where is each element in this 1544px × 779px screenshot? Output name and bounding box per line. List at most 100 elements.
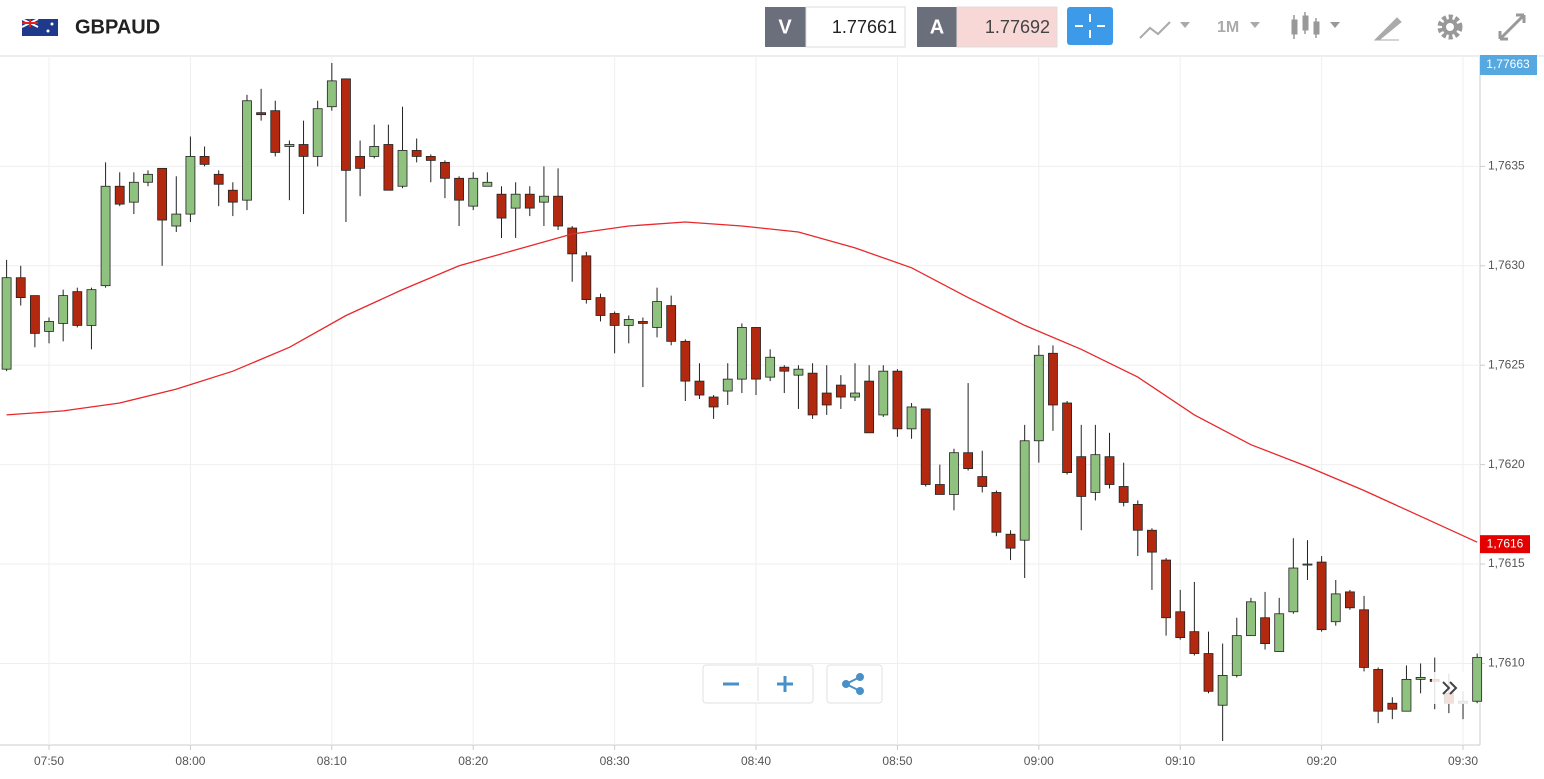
candle-body bbox=[355, 156, 366, 169]
candle-body bbox=[864, 380, 875, 434]
candle-body bbox=[1345, 591, 1355, 609]
ma-price-label: 1,7616 bbox=[1487, 536, 1524, 550]
candle-body bbox=[1415, 676, 1426, 680]
candle-body bbox=[1387, 702, 1398, 710]
candle-body bbox=[1175, 611, 1186, 639]
share-button[interactable] bbox=[842, 673, 864, 695]
x-tick-label: 08:10 bbox=[317, 754, 347, 768]
candle-body bbox=[581, 255, 592, 300]
candle-body bbox=[1217, 675, 1228, 706]
candle-body bbox=[1019, 440, 1030, 541]
settings-button[interactable] bbox=[1437, 14, 1463, 40]
candle-body bbox=[326, 80, 337, 108]
chart-type-button[interactable] bbox=[1139, 21, 1190, 39]
candle-body bbox=[58, 295, 69, 324]
zoom-in[interactable] bbox=[777, 676, 793, 692]
candle-body bbox=[1472, 657, 1483, 702]
ask-button[interactable] bbox=[917, 7, 957, 47]
candle-body bbox=[680, 340, 691, 382]
crosshair-button[interactable] bbox=[1067, 7, 1113, 45]
candle-body bbox=[1401, 678, 1412, 712]
last-price-label: 1,77663 bbox=[1486, 57, 1530, 71]
timeframe[interactable]: 1M bbox=[1217, 19, 1239, 36]
candle-body bbox=[29, 295, 40, 334]
ask-box bbox=[956, 6, 1058, 48]
candle-body bbox=[934, 484, 945, 495]
drawing-tools[interactable] bbox=[1373, 17, 1402, 41]
ma-price-tag bbox=[1480, 535, 1530, 554]
candle-body bbox=[1048, 352, 1058, 406]
candle-body bbox=[425, 156, 436, 161]
x-tick-label: 08:40 bbox=[741, 754, 771, 768]
candle-body bbox=[1132, 503, 1143, 531]
plot: 1,7635 1,7630 1,7625 1,7620 1,7615 1,7610 07:5… bbox=[0, 57, 1525, 768]
candle-body bbox=[1316, 561, 1327, 631]
candle-body bbox=[666, 305, 677, 342]
candle-body bbox=[623, 319, 634, 326]
x-tick-label: 08:50 bbox=[882, 754, 912, 768]
candle-body bbox=[694, 380, 705, 396]
candle-body bbox=[638, 321, 648, 324]
candle-body bbox=[128, 181, 139, 203]
candle-body bbox=[1260, 617, 1270, 644]
bid-price: 1.77661 bbox=[832, 17, 897, 37]
candle-body bbox=[44, 321, 54, 332]
candle-body bbox=[1373, 669, 1384, 712]
candle-body bbox=[1359, 609, 1369, 668]
x-tick-label: 09:00 bbox=[1024, 754, 1054, 768]
candle-body bbox=[821, 392, 832, 406]
candle-body bbox=[1118, 486, 1129, 503]
candle-body bbox=[1033, 354, 1044, 442]
moving-average-line bbox=[6, 221, 1478, 543]
candle-body bbox=[539, 195, 549, 203]
candle-body bbox=[114, 185, 125, 205]
candle-type-button[interactable] bbox=[1291, 12, 1340, 39]
bid-button[interactable] bbox=[765, 7, 806, 47]
x-tick-label: 09:20 bbox=[1307, 754, 1337, 768]
candle-body bbox=[15, 277, 26, 299]
candle-body bbox=[185, 156, 196, 215]
y-tick-label: 1,7635 bbox=[1488, 159, 1525, 173]
candle-body bbox=[949, 452, 959, 495]
ask-price: 1.77692 bbox=[985, 17, 1050, 37]
candle-body bbox=[1288, 567, 1299, 613]
candle-body bbox=[256, 112, 267, 116]
candle-body bbox=[991, 492, 1002, 533]
candle-body bbox=[1302, 563, 1313, 566]
candle-body bbox=[482, 181, 493, 187]
candle-body bbox=[1161, 559, 1171, 619]
x-tick-label: 08:00 bbox=[175, 754, 205, 768]
zoom-controls bbox=[702, 664, 883, 704]
candle-body bbox=[524, 193, 535, 209]
fullscreen-button[interactable] bbox=[1498, 13, 1526, 41]
candle-body bbox=[86, 289, 97, 326]
candle-body bbox=[383, 144, 394, 191]
x-tick-label: 08:20 bbox=[458, 754, 488, 768]
candle-body bbox=[779, 366, 790, 372]
candle-body bbox=[411, 150, 422, 157]
candle-body bbox=[454, 177, 464, 201]
scroll-right-button[interactable] bbox=[1432, 672, 1469, 704]
candle-body bbox=[652, 301, 662, 328]
candle-body bbox=[468, 177, 479, 207]
x-tick-label: 09:10 bbox=[1165, 754, 1195, 768]
candle-body bbox=[793, 368, 804, 376]
candle-body bbox=[1076, 456, 1087, 497]
candle-body bbox=[1147, 529, 1157, 553]
candle-body bbox=[171, 213, 182, 227]
candle-body bbox=[553, 195, 563, 227]
candle-body bbox=[1062, 402, 1072, 473]
candle-body bbox=[567, 227, 578, 255]
candle-body bbox=[609, 313, 620, 326]
candle-body bbox=[722, 378, 733, 392]
candle-body bbox=[1330, 593, 1341, 623]
x-tick-label: 07:50 bbox=[34, 754, 64, 768]
candle-body bbox=[1203, 653, 1214, 692]
candle-body bbox=[100, 185, 111, 287]
y-tick-label: 1,7630 bbox=[1488, 258, 1525, 272]
candle-body bbox=[977, 476, 988, 487]
x-tick-label: 09:30 bbox=[1448, 754, 1478, 768]
y-tick-label: 1,7620 bbox=[1488, 457, 1525, 471]
candle-body bbox=[1231, 635, 1242, 676]
